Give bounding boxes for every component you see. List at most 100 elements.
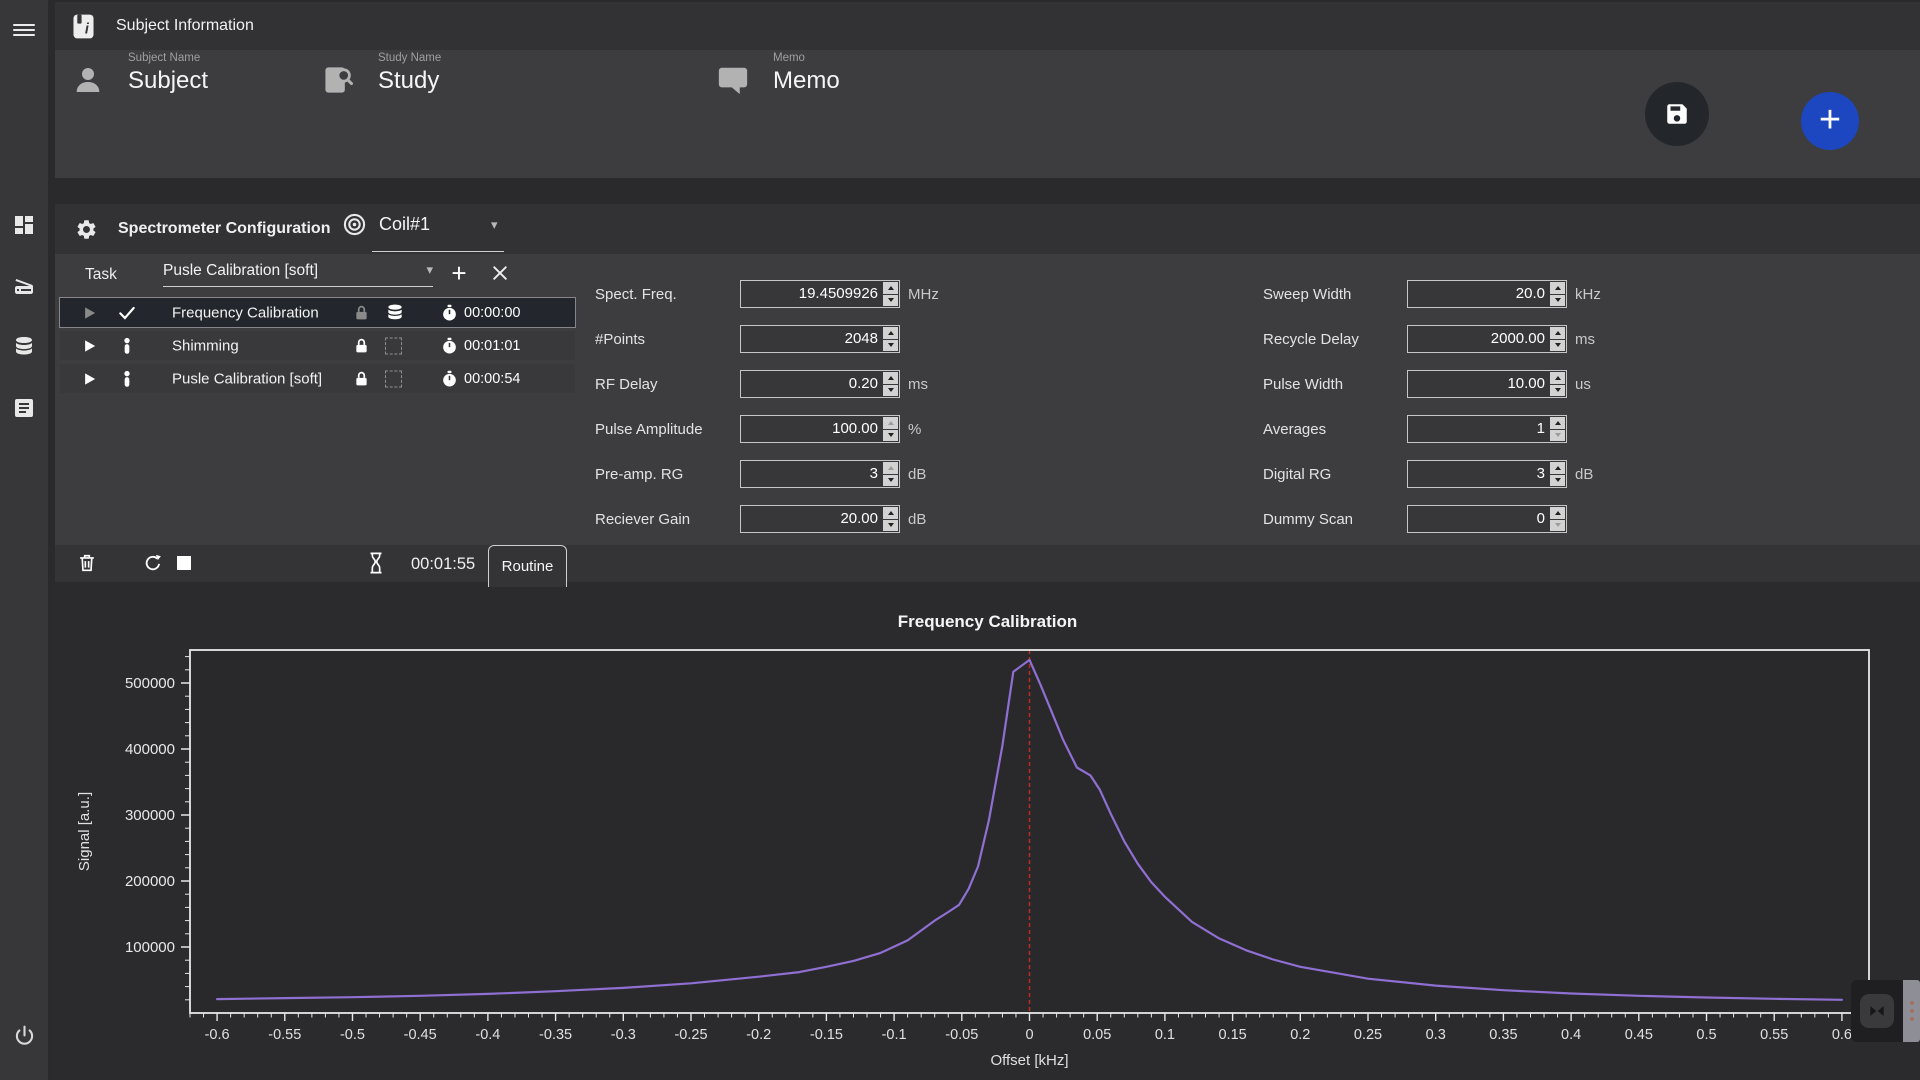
play-icon[interactable] — [82, 305, 97, 320]
sidebar-item-data[interactable] — [0, 323, 48, 371]
spin-down-icon[interactable] — [1550, 294, 1565, 306]
menu-button[interactable] — [0, 6, 48, 54]
spin-up-icon[interactable] — [1550, 417, 1565, 429]
task-row[interactable]: Frequency Calibration 00:00:00 — [59, 297, 576, 328]
spinner[interactable] — [1550, 417, 1565, 441]
spin-up-icon[interactable] — [1550, 372, 1565, 384]
points-input[interactable]: 2048 — [740, 325, 900, 353]
spin-up-icon[interactable] — [1550, 327, 1565, 339]
no-data-icon[interactable] — [385, 370, 402, 387]
param-unit: dB — [908, 465, 927, 483]
spinner[interactable] — [1550, 327, 1565, 351]
spin-up-icon[interactable] — [883, 417, 898, 429]
task-select[interactable]: Pusle Calibration [soft] ▾ — [163, 262, 433, 287]
add-button[interactable]: + — [1801, 92, 1859, 150]
study-name-field[interactable]: Study Name Study — [322, 50, 441, 96]
spect-freq-input[interactable]: 19.4509926 — [740, 280, 900, 308]
pulse-width-input[interactable]: 10.00 — [1407, 370, 1567, 398]
spinner[interactable] — [883, 462, 898, 486]
svg-text:-0.2: -0.2 — [746, 1027, 771, 1043]
svg-text:Signal [a.u.]: Signal [a.u.] — [76, 792, 93, 871]
memo-field[interactable]: Memo Memo — [717, 50, 840, 96]
subject-name-value[interactable]: Subject — [128, 66, 209, 94]
spin-down-icon[interactable] — [1550, 339, 1565, 351]
play-icon[interactable] — [82, 371, 97, 386]
spin-up-icon[interactable] — [883, 282, 898, 294]
spinner[interactable] — [1550, 507, 1565, 531]
spin-down-icon[interactable] — [883, 474, 898, 486]
param-row: Averages 1 — [1263, 415, 1733, 443]
spinner[interactable] — [1550, 282, 1565, 306]
sidebar-item-dashboard[interactable] — [0, 201, 48, 249]
spinner[interactable] — [883, 417, 898, 441]
svg-text:0: 0 — [1025, 1027, 1033, 1043]
stop-button[interactable] — [177, 556, 191, 570]
scanner-icon — [15, 279, 33, 294]
power-button[interactable] — [0, 1012, 48, 1060]
spin-down-icon[interactable] — [1550, 384, 1565, 396]
spinner[interactable] — [883, 327, 898, 351]
task-row[interactable]: Pusle Calibration [soft] 00:00:54 — [60, 364, 575, 393]
digital-rg-input[interactable]: 3 — [1407, 460, 1567, 488]
frequency-calibration-chart[interactable]: 100000 200000 300000 400000 500000 -0.6 -0.55 -… — [55, 582, 1920, 1080]
spin-up-icon[interactable] — [1550, 462, 1565, 474]
close-icon — [493, 266, 507, 280]
sweep-width-input[interactable]: 20.0 — [1407, 280, 1567, 308]
database-icon[interactable] — [385, 303, 405, 323]
add-task-button[interactable]: + — [445, 258, 473, 288]
stopwatch-icon — [443, 304, 456, 321]
no-data-icon[interactable] — [385, 337, 402, 354]
svg-text:300000: 300000 — [125, 807, 175, 824]
save-button[interactable] — [1645, 82, 1709, 146]
task-row[interactable]: Shimming 00:01:01 — [60, 331, 575, 360]
delete-task-button[interactable] — [75, 551, 99, 575]
param-row: Spect. Freq. 19.4509926 MHz — [595, 280, 1065, 308]
person-icon — [124, 370, 130, 387]
memo-value[interactable]: Memo — [773, 66, 840, 94]
spin-up-icon[interactable] — [883, 327, 898, 339]
spin-up-icon[interactable] — [883, 507, 898, 519]
tab-routine[interactable]: Routine — [488, 545, 567, 587]
rf-delay-input[interactable]: 0.20 — [740, 370, 900, 398]
dummy-scan-input[interactable]: 0 — [1407, 505, 1567, 533]
spinner[interactable] — [883, 372, 898, 396]
spinner[interactable] — [883, 507, 898, 531]
spinner[interactable] — [1550, 462, 1565, 486]
subject-name-label: Subject Name — [128, 51, 201, 64]
averages-input[interactable]: 1 — [1407, 415, 1567, 443]
lock-icon[interactable] — [352, 336, 371, 355]
recycle-delay-input[interactable]: 2000.00 — [1407, 325, 1567, 353]
subject-name-field[interactable]: Subject Name Subject — [72, 50, 208, 96]
spinner[interactable] — [1550, 372, 1565, 396]
param-row: Pulse Amplitude 100.00 % — [595, 415, 1065, 443]
study-name-value[interactable]: Study — [378, 66, 440, 94]
receiver-gain-input[interactable]: 20.00 — [740, 505, 900, 533]
overlay-widget-button[interactable] — [1851, 980, 1903, 1042]
spin-down-icon[interactable] — [883, 339, 898, 351]
spin-up-icon[interactable] — [883, 462, 898, 474]
spin-down-icon[interactable] — [883, 384, 898, 396]
spin-up-icon[interactable] — [883, 372, 898, 384]
svg-text:-0.45: -0.45 — [404, 1027, 437, 1043]
spinner[interactable] — [883, 282, 898, 306]
play-icon[interactable] — [82, 338, 97, 353]
spin-down-icon[interactable] — [883, 429, 898, 441]
overlay-widget-handle[interactable] — [1903, 980, 1920, 1042]
spin-down-icon[interactable] — [1550, 519, 1565, 531]
sidebar-item-scanner[interactable] — [0, 262, 48, 310]
spin-up-icon[interactable] — [1550, 282, 1565, 294]
spin-down-icon[interactable] — [1550, 474, 1565, 486]
repeat-button[interactable] — [141, 551, 165, 575]
spin-down-icon[interactable] — [1550, 429, 1565, 441]
spin-down-icon[interactable] — [883, 519, 898, 531]
spin-up-icon[interactable] — [1550, 507, 1565, 519]
preamp-rg-input[interactable]: 3 — [740, 460, 900, 488]
coil-select[interactable]: Coil#1 ▾ — [342, 212, 504, 252]
lock-icon[interactable] — [352, 369, 371, 388]
pulse-amplitude-input[interactable]: 100.00 — [740, 415, 900, 443]
sidebar-item-log[interactable] — [0, 384, 48, 432]
clear-task-button[interactable] — [487, 260, 513, 286]
spin-down-icon[interactable] — [883, 294, 898, 306]
lock-icon[interactable] — [352, 303, 371, 322]
svg-text:0.5: 0.5 — [1696, 1027, 1716, 1043]
